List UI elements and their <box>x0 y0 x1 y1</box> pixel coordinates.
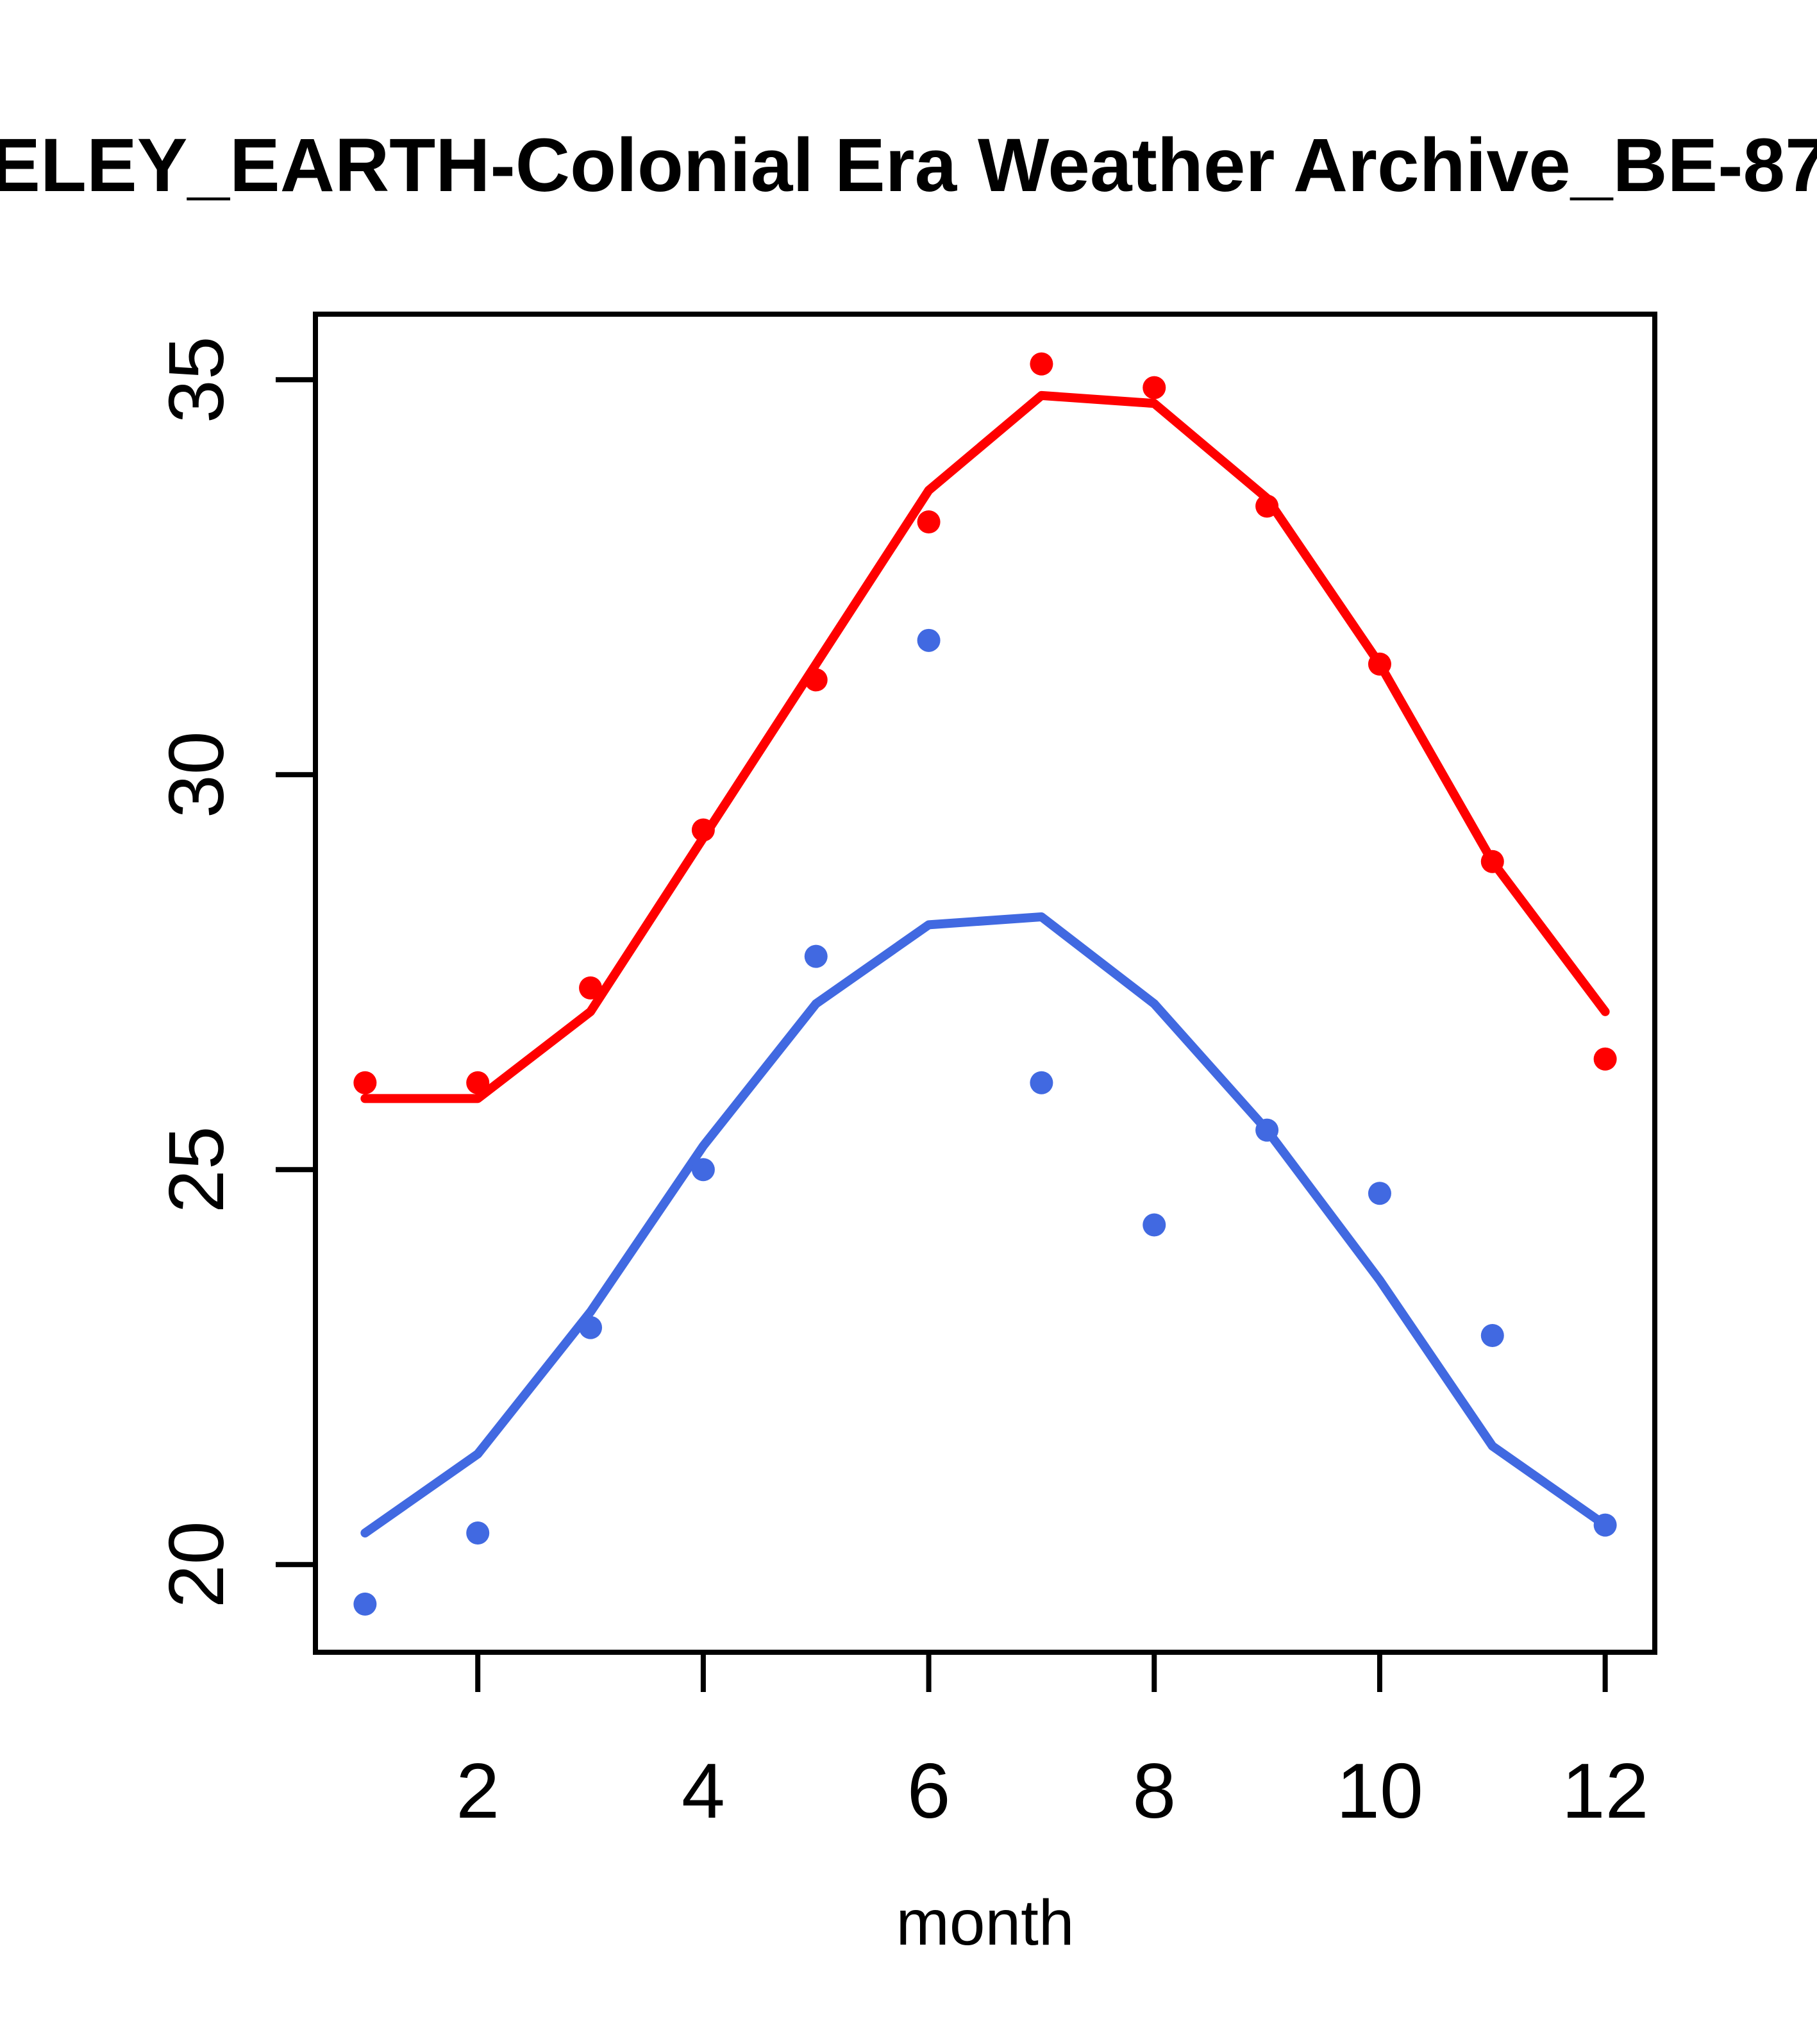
red-point-3 <box>579 976 603 1000</box>
blue-point-3 <box>579 1316 603 1339</box>
x-axis-tick-label: 12 <box>1562 1747 1649 1834</box>
blue-point-2 <box>466 1521 490 1545</box>
x-axis-tick-label: 8 <box>1132 1747 1176 1834</box>
red-point-2 <box>466 1071 490 1094</box>
blue-point-7 <box>1030 1071 1053 1094</box>
red-point-1 <box>353 1071 377 1094</box>
red-fit-line <box>360 390 1610 1103</box>
y-axis-tick-label: 35 <box>153 336 240 423</box>
red-point-12 <box>1593 1047 1617 1071</box>
blue-point-6 <box>917 628 941 652</box>
red-point-7 <box>1030 352 1053 376</box>
red-point-6 <box>917 510 941 534</box>
x-axis-title: month <box>896 1887 1075 1959</box>
blue-point-8 <box>1143 1213 1166 1237</box>
red-point-10 <box>1368 652 1391 676</box>
blue-point-12 <box>1593 1513 1617 1537</box>
y-axis-tick-label: 25 <box>153 1126 240 1213</box>
y-axis-tick-label: 30 <box>153 731 240 818</box>
blue-point-5 <box>804 944 828 968</box>
red-point-11 <box>1480 850 1504 873</box>
blue-point-10 <box>1368 1182 1391 1205</box>
blue-point-11 <box>1480 1323 1504 1347</box>
red-point-8 <box>1143 376 1166 399</box>
chart-title: ELEY_EARTH-Colonial Era Weather Archive_… <box>0 123 1817 208</box>
x-axis-tick-label: 10 <box>1336 1747 1423 1834</box>
blue-point-4 <box>691 1158 715 1182</box>
x-axis-tick-label: 4 <box>682 1747 725 1834</box>
x-axis-tick-label: 6 <box>907 1747 951 1834</box>
red-point-5 <box>804 668 828 692</box>
blue-point-9 <box>1255 1118 1279 1142</box>
blue-fit-line <box>360 912 1610 1537</box>
blue-point-1 <box>353 1592 377 1616</box>
red-point-9 <box>1255 494 1279 518</box>
plot-box <box>313 312 1657 1655</box>
y-axis-tick-label: 20 <box>153 1521 240 1608</box>
red-point-4 <box>691 818 715 842</box>
x-axis-tick-label: 2 <box>456 1747 499 1834</box>
